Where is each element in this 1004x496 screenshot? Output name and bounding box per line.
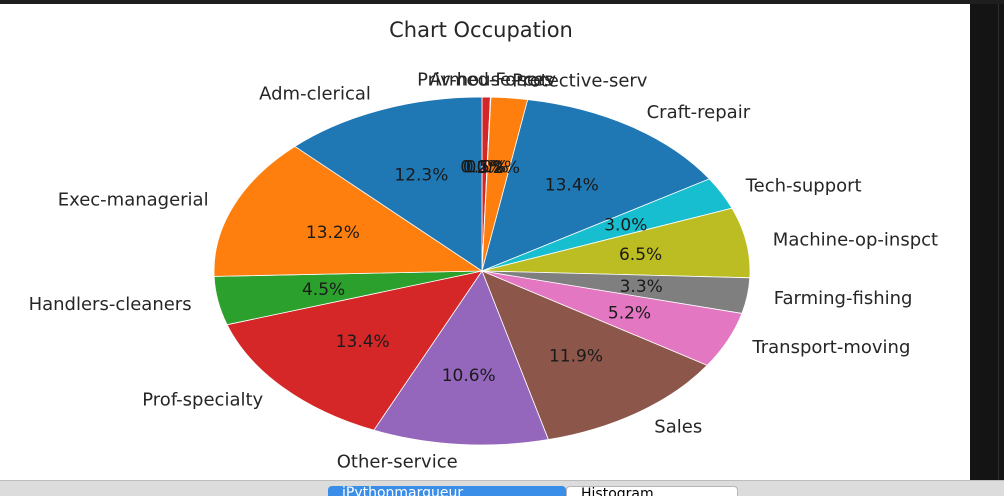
category-label-handlers-cleaners: Handlers-cleaners xyxy=(29,294,192,315)
pct-label-exec-managerial: 13.2% xyxy=(306,223,360,243)
tab-histogram[interactable]: Histogram xyxy=(566,486,738,496)
category-label-transport-moving: Transport-moving xyxy=(751,337,910,358)
category-labels: Priv-house-servArmed-ForcesProtective-se… xyxy=(29,70,938,473)
pct-label-prof-specialty: 13.4% xyxy=(336,332,390,352)
category-label-exec-managerial: Exec-managerial xyxy=(58,189,209,210)
pie-slice-prof-specialty xyxy=(226,270,483,431)
category-label-craft-repair: Craft-repair xyxy=(647,102,751,123)
pct-label-transport-moving: 5.2% xyxy=(608,304,651,324)
pct-label-protective-serv: 2.2% xyxy=(477,158,520,178)
category-label-machine-op-inspct: Machine-op-inspct xyxy=(773,230,938,251)
pie-slice-craft-repair xyxy=(481,99,711,272)
tab-bar: iPythonmarqueur Histogram xyxy=(0,480,1004,496)
category-label-tech-support: Tech-support xyxy=(745,175,862,196)
pct-label-sales: 11.9% xyxy=(549,347,603,367)
pie-slice-sales xyxy=(481,270,708,441)
pct-label-machine-op-inspct: 6.5% xyxy=(619,245,662,265)
pct-label-slice-14: 0.0% xyxy=(460,158,503,178)
pct-label-tech-support: 3.0% xyxy=(604,215,647,235)
category-label-adm-clerical: Adm-clerical xyxy=(259,84,371,105)
pct-label-farming-fishing: 3.3% xyxy=(620,277,663,297)
category-label-prof-specialty: Prof-specialty xyxy=(142,389,263,410)
pct-labels: 0.5%0.0%2.2%13.4%3.0%6.5%3.3%5.2%11.9%10… xyxy=(302,158,663,386)
pct-label-armed-forces: 0.0% xyxy=(466,158,509,178)
category-label-farming-fishing: Farming-fishing xyxy=(774,288,913,309)
top-strip xyxy=(0,0,1004,4)
category-label-protective-serv: Protective-serv xyxy=(512,71,648,92)
panel-divider xyxy=(998,4,999,480)
category-label-priv-house-serv: Priv-house-serv xyxy=(417,70,556,91)
right-panel-edge xyxy=(970,4,1004,480)
pie-slice-adm-clerical xyxy=(294,96,483,272)
pie-slice-other-service xyxy=(373,270,549,446)
pct-label-craft-repair: 13.4% xyxy=(545,175,599,195)
pct-label-priv-house-serv: 0.5% xyxy=(463,158,506,178)
pie-slices xyxy=(213,96,751,446)
pie-chart: Chart Occupation 0.5%0.0%2.2%13.4%3.0%6.… xyxy=(29,18,938,473)
pct-label-adm-clerical: 12.3% xyxy=(394,165,448,185)
category-label-other-service: Other-service xyxy=(337,452,458,473)
tab-ipythonmarqueur[interactable]: iPythonmarqueur xyxy=(328,486,566,496)
pct-label-other-service: 10.6% xyxy=(442,366,496,386)
pie-slice-exec-managerial xyxy=(213,145,484,277)
pie-slice-machine-op-inspct xyxy=(481,207,751,279)
category-label-armed-forces: Armed-Forces xyxy=(429,70,553,91)
category-label-sales: Sales xyxy=(654,416,702,437)
chart-title: Chart Occupation xyxy=(389,18,573,42)
pct-label-handlers-cleaners: 4.5% xyxy=(302,280,345,300)
chart-figure: Chart Occupation 0.5% 0.0% 2.2% 13.4% 3.0% 6.… xyxy=(0,4,970,480)
